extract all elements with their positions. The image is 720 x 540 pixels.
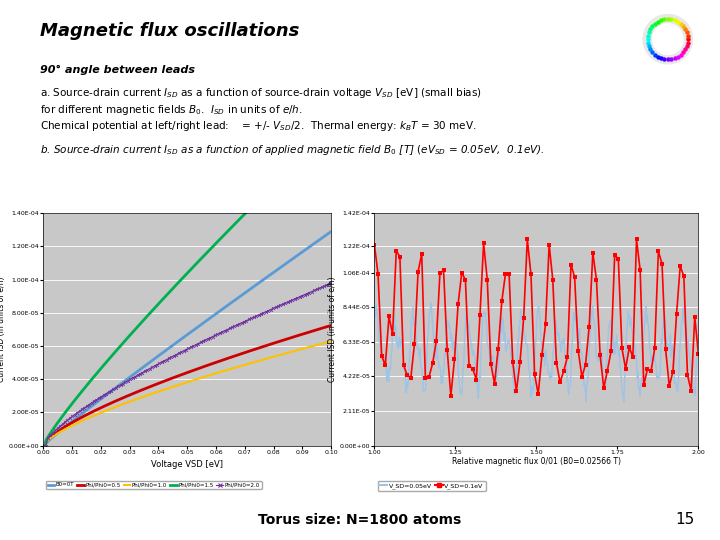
V_SD=0.05eV	[526, 394, 535, 401]
Phi/Phi0=1.0	[220, 368, 229, 374]
V_SD=0.1eV	[603, 367, 612, 374]
B0=0T	[248, 284, 257, 291]
Text: 15: 15	[675, 511, 695, 526]
Phi/Phi0=1.5	[327, 125, 336, 132]
B0=0T	[247, 285, 256, 292]
Y-axis label: Current ISD (In units of e/h): Current ISD (In units of e/h)	[0, 276, 6, 382]
X-axis label: Relative magnetic flux 0/01 (B0=0.02566 T): Relative magnetic flux 0/01 (B0=0.02566 …	[452, 457, 621, 467]
Line: Phi/Phi0=2.0: Phi/Phi0=2.0	[42, 282, 333, 447]
B0=0T	[39, 442, 48, 449]
Y-axis label: Current ISD (in units of e/h): Current ISD (in units of e/h)	[328, 276, 337, 382]
Line: V_SD=0.05eV: V_SD=0.05eV	[374, 303, 698, 402]
Line: B0=0T: B0=0T	[43, 232, 331, 446]
Phi/Phi0=1.5	[220, 232, 229, 238]
Line: V_SD=0.1eV: V_SD=0.1eV	[373, 238, 700, 397]
V_SD=0.05eV	[426, 300, 435, 306]
Phi/Phi0=1.5	[73, 393, 82, 400]
V_SD=0.1eV	[687, 388, 696, 394]
Line: Phi/Phi0=1.0: Phi/Phi0=1.0	[43, 341, 331, 446]
Phi/Phi0=1.5	[247, 204, 256, 211]
Phi/Phi0=0.5	[39, 442, 48, 449]
Phi/Phi0=1.5	[153, 302, 161, 308]
V_SD=0.1eV	[523, 236, 531, 242]
Text: Torus size: N=1800 atoms: Torus size: N=1800 atoms	[258, 512, 462, 526]
V_SD=0.05eV	[637, 377, 646, 383]
Text: b. Source-drain current $I_{SD}$ as a function of applied magnetic field $B_0$ [: b. Source-drain current $I_{SD}$ as a fu…	[40, 143, 544, 157]
Phi/Phi0=1.0	[39, 442, 48, 449]
Phi/Phi0=0.5	[247, 347, 256, 354]
Phi/Phi0=2.0	[117, 382, 125, 388]
B0=0T	[153, 354, 161, 360]
B0=0T	[220, 305, 229, 311]
Phi/Phi0=0.5	[220, 356, 229, 363]
Phi/Phi0=0.5	[132, 389, 141, 395]
Line: Phi/Phi0=1.5: Phi/Phi0=1.5	[43, 129, 331, 445]
Phi/Phi0=1.5	[132, 324, 141, 330]
Legend: B0=0T, Phi/Phi0=0.5, Phi/Phi0=1.0, Phi/Phi0=1.5, Phi/Phi0=2.0: B0=0T, Phi/Phi0=0.5, Phi/Phi0=1.0, Phi/P…	[46, 481, 261, 489]
Text: a. Source-drain current $I_{SD}$ as a function of source-drain voltage $V_{SD}$ : a. Source-drain current $I_{SD}$ as a fu…	[40, 86, 482, 100]
Phi/Phi0=1.0	[153, 389, 161, 395]
Phi/Phi0=2.0	[327, 280, 336, 287]
Line: Phi/Phi0=0.5: Phi/Phi0=0.5	[43, 326, 331, 446]
Phi/Phi0=1.0	[247, 360, 256, 366]
V_SD=0.1eV	[647, 368, 655, 374]
Phi/Phi0=0.5	[73, 416, 82, 423]
V_SD=0.05eV	[694, 321, 703, 328]
Phi/Phi0=2.0	[318, 284, 326, 291]
V_SD=0.05eV	[546, 370, 554, 376]
Phi/Phi0=2.0	[99, 392, 108, 399]
Text: Chemical potential at left/right lead:    = +/- $V_{SD}$/2.  Thermal energy: $k_: Chemical potential at left/right lead: =…	[40, 119, 477, 133]
V_SD=0.1eV	[446, 393, 455, 399]
V_SD=0.05eV	[564, 377, 572, 383]
Phi/Phi0=1.5	[248, 203, 257, 210]
Phi/Phi0=0.5	[248, 347, 257, 353]
Phi/Phi0=0.5	[153, 381, 161, 387]
Polygon shape	[643, 15, 693, 64]
V_SD=0.1eV	[472, 376, 481, 383]
Phi/Phi0=2.0	[238, 320, 246, 326]
B0=0T	[73, 414, 82, 420]
Phi/Phi0=0.5	[327, 322, 336, 329]
B0=0T	[327, 228, 336, 235]
Phi/Phi0=1.0	[327, 338, 336, 345]
V_SD=0.1eV	[694, 351, 703, 357]
Phi/Phi0=2.0	[266, 306, 275, 313]
V_SD=0.1eV	[654, 248, 662, 255]
X-axis label: Voltage VSD [eV]: Voltage VSD [eV]	[151, 460, 223, 469]
Phi/Phi0=1.0	[132, 396, 141, 402]
Phi/Phi0=1.5	[39, 442, 48, 449]
V_SD=0.05eV	[525, 365, 534, 372]
V_SD=0.05eV	[688, 373, 696, 380]
Legend: V_SD=0.05eV, V_SD=0.1eV: V_SD=0.05eV, V_SD=0.1eV	[377, 481, 485, 491]
V_SD=0.1eV	[414, 268, 423, 275]
Text: Magnetic flux oscillations: Magnetic flux oscillations	[40, 22, 299, 39]
Polygon shape	[652, 24, 683, 55]
Text: 90° angle between leads: 90° angle between leads	[40, 65, 194, 75]
V_SD=0.1eV	[370, 241, 379, 248]
Phi/Phi0=2.0	[199, 338, 207, 345]
Phi/Phi0=1.0	[248, 360, 257, 366]
Phi/Phi0=1.0	[73, 420, 82, 426]
V_SD=0.05eV	[370, 314, 379, 321]
Text: for different magnetic fields $B_0$.  $I_{SD}$ in units of $e/h$.: for different magnetic fields $B_0$. $I_…	[40, 103, 302, 117]
B0=0T	[132, 368, 141, 375]
V_SD=0.05eV	[619, 399, 628, 406]
Phi/Phi0=2.0	[39, 442, 48, 449]
